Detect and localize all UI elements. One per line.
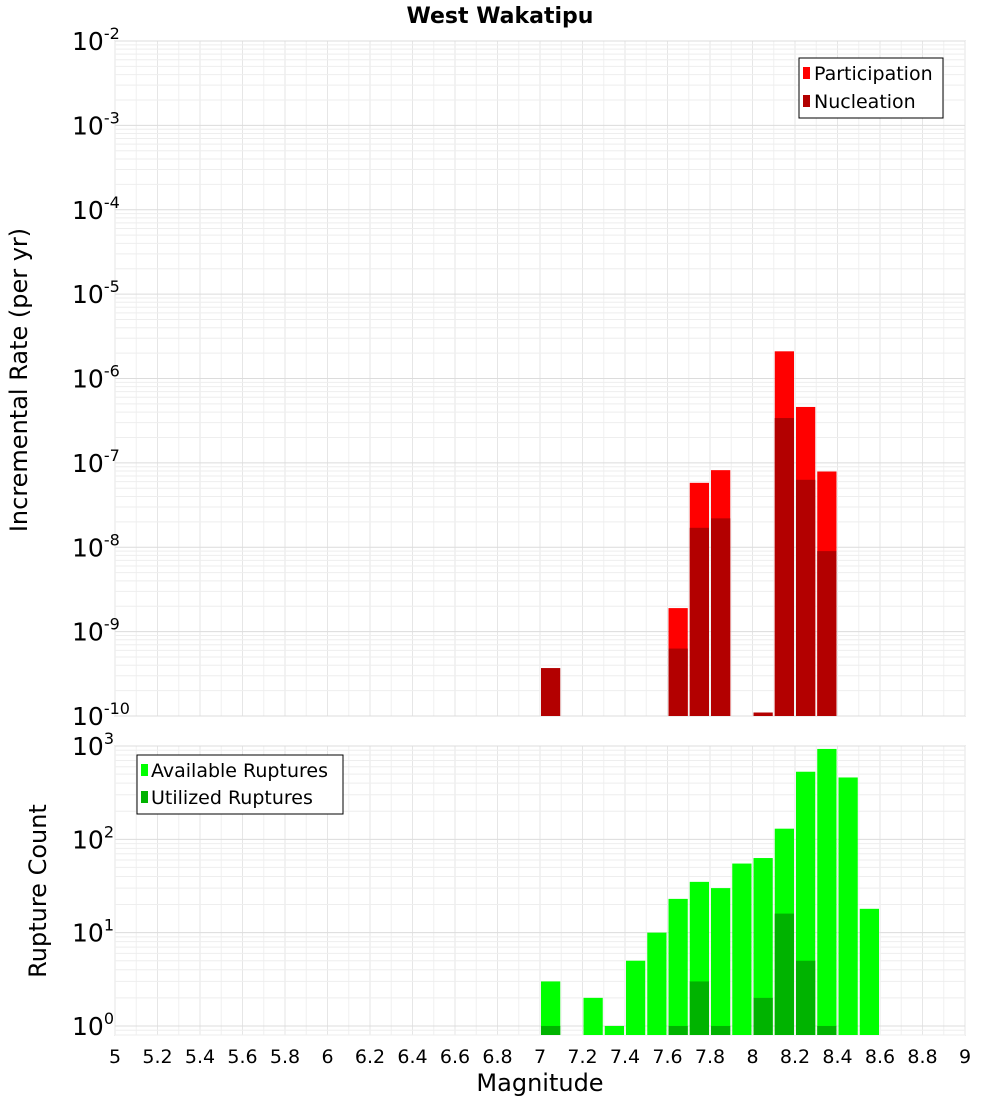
rate-bar-b <box>774 418 794 716</box>
x-tick-label: 5 <box>109 1046 121 1068</box>
x-tick-label: 8 <box>746 1046 758 1068</box>
bottom-panel: 100 101 102 103 5 5.2 5.4 5.6 5.8 6 6.2 6.4 6.6 6.8 7… <box>24 729 971 1097</box>
count-bar-b <box>796 960 816 1035</box>
count-bar-b <box>774 913 794 1035</box>
top-y-ticks: 10-10 10-9 10-8 10-7 10-6 10-5 10-4 10-3 10-2 <box>72 24 130 731</box>
bottom-bars <box>541 748 879 1035</box>
legend-label-nucleation: Nucleation <box>814 91 916 113</box>
x-tick-label: 7.8 <box>695 1046 725 1068</box>
rate-bar-b <box>817 551 837 716</box>
count-bar-b <box>817 1025 837 1035</box>
count-bar-a <box>817 748 837 1035</box>
count-bar-a <box>711 888 731 1035</box>
count-bar-b <box>668 1025 688 1035</box>
y-tick-label: 103 <box>72 729 114 761</box>
legend-label-utilized-ruptures: Utilized Ruptures <box>151 787 313 809</box>
legend-swatch-participation <box>803 67 810 79</box>
y-tick-label: 10-2 <box>72 24 120 56</box>
x-tick-label: 8.2 <box>780 1046 810 1068</box>
y-tick-label: 10-9 <box>72 615 120 647</box>
chart-title: West Wakatipu <box>407 4 594 29</box>
y-tick-label: 10-7 <box>72 446 120 478</box>
count-bar-b <box>711 1025 731 1035</box>
rate-bar-b <box>753 712 773 716</box>
rate-bar-b <box>541 668 561 716</box>
bottom-legend-box <box>136 754 344 815</box>
count-bar-a <box>753 858 773 1035</box>
bottom-y-ticks: 100 101 102 103 <box>72 729 114 1041</box>
x-tick-label: 5.6 <box>227 1046 257 1068</box>
x-tick-label: 7.2 <box>567 1046 597 1068</box>
y-tick-label: 100 <box>72 1009 114 1041</box>
y-tick-label: 10-3 <box>72 108 120 140</box>
top-gridlines <box>114 40 966 717</box>
legend-swatch-available-ruptures <box>141 764 148 776</box>
x-tick-label: 6.6 <box>440 1046 470 1068</box>
top-y-axis-label: Incremental Rate (per yr) <box>5 228 33 532</box>
y-tick-label: 10-10 <box>72 699 130 731</box>
x-axis-label: Magnitude <box>476 1069 603 1097</box>
count-bar-a <box>541 981 561 1035</box>
x-tick-label: 6 <box>321 1046 333 1068</box>
rate-bar-b <box>796 479 816 716</box>
top-bars <box>541 351 837 716</box>
x-tick-label: 7.4 <box>610 1046 640 1068</box>
count-bar-a <box>647 932 667 1035</box>
y-tick-label: 10-5 <box>72 277 120 309</box>
rate-bar-b <box>711 518 731 716</box>
top-legend-box <box>798 57 944 119</box>
y-tick-label: 102 <box>72 822 114 854</box>
x-tick-label: 5.4 <box>185 1046 215 1068</box>
bottom-y-axis-label: Rupture Count <box>24 804 52 978</box>
x-tick-label: 8.6 <box>865 1046 895 1068</box>
x-tick-label: 6.8 <box>482 1046 512 1068</box>
y-tick-label: 10-6 <box>72 362 120 394</box>
x-tick-label: 5.8 <box>270 1046 300 1068</box>
top-legend: Participation Nucleation <box>798 57 944 119</box>
count-bar-a <box>859 908 879 1035</box>
rate-bar-b <box>668 648 688 716</box>
count-bar-a <box>626 960 646 1035</box>
x-tick-label: 8.8 <box>907 1046 937 1068</box>
x-tick-label: 8.4 <box>822 1046 852 1068</box>
count-bar-b <box>541 1025 561 1035</box>
rate-bar-b <box>689 527 709 716</box>
legend-label-available-ruptures: Available Ruptures <box>151 760 328 782</box>
y-tick-label: 10-4 <box>72 193 120 225</box>
count-bar-b <box>753 997 773 1035</box>
x-tick-label: 5.2 <box>142 1046 172 1068</box>
x-tick-label: 6.4 <box>397 1046 427 1068</box>
legend-swatch-utilized-ruptures <box>141 791 148 803</box>
x-tick-label: 7 <box>534 1046 546 1068</box>
x-tick-label: 9 <box>959 1046 971 1068</box>
count-bar-a <box>838 777 858 1035</box>
bottom-legend: Available Ruptures Utilized Ruptures <box>136 754 344 815</box>
y-tick-label: 10-8 <box>72 530 120 562</box>
legend-label-participation: Participation <box>814 63 933 85</box>
count-bar-b <box>689 981 709 1035</box>
top-panel: 10-10 10-9 10-8 10-7 10-6 10-5 10-4 10-3 10-2 In… <box>5 24 966 731</box>
count-bar-a <box>583 997 603 1035</box>
y-tick-label: 101 <box>72 916 114 948</box>
x-ticks: 5 5.2 5.4 5.6 5.8 6 6.2 6.4 6.6 6.8 7 7.2 7.4 7.6 7.8 8… <box>109 1046 971 1068</box>
count-bar-a <box>732 863 752 1035</box>
count-bar-a <box>604 1025 624 1035</box>
x-tick-label: 6.2 <box>355 1046 385 1068</box>
x-tick-label: 7.6 <box>652 1046 682 1068</box>
count-bar-a <box>668 898 688 1035</box>
legend-swatch-nucleation <box>803 95 810 107</box>
